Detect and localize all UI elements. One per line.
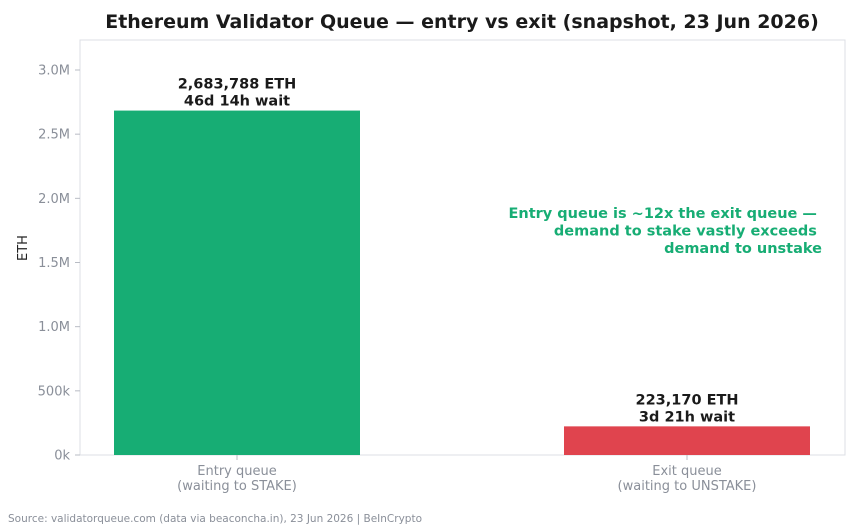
y-tick-label: 2.5M — [38, 128, 70, 143]
annotation: Entry queue is ~12x the exit queue — dem… — [508, 206, 822, 257]
annotation-line-3: demand to unstake — [664, 241, 822, 257]
y-tick-label: 3.0M — [38, 64, 70, 79]
y-tick-label: 1.0M — [38, 320, 70, 335]
x-tick-sublabel: (waiting to STAKE) — [177, 479, 297, 494]
data-label-value: 2,683,788 ETH — [178, 77, 297, 93]
annotation-line-2: demand to stake vastly exceeds — [554, 224, 817, 240]
chart-title: Ethereum Validator Queue — entry vs exit… — [105, 11, 819, 33]
y-tick-label: 500k — [38, 384, 71, 399]
source-note: Source: validatorqueue.com (data via bea… — [8, 513, 422, 525]
bar-entry-queue — [114, 110, 360, 456]
data-label-wait: 3d 21h wait — [639, 409, 735, 425]
x-axis: Entry queue(waiting to STAKE) Exit queue(… — [177, 455, 756, 494]
plot-area-frame — [79, 39, 846, 456]
data-label-wait: 46d 14h wait — [184, 94, 290, 110]
y-axis-label: ETH — [16, 235, 31, 261]
x-tick-label: Entry queue — [197, 464, 276, 479]
annotation-line-1: Entry queue is ~12x the exit queue — — [508, 206, 816, 222]
x-tick-sublabel: (waiting to UNSTAKE) — [618, 479, 757, 494]
y-tick-label: 1.5M — [38, 256, 70, 271]
y-tick-label: 0k — [54, 449, 70, 464]
x-tick-label: Exit queue — [652, 464, 721, 479]
data-label-value: 223,170 ETH — [635, 392, 738, 408]
bars-group — [114, 110, 810, 456]
y-axis: 0k 500k 1.0M 1.5M 2.0M 2.5M 3.0M — [38, 64, 80, 464]
bar-exit-queue — [564, 426, 810, 455]
y-tick-label: 2.0M — [38, 192, 70, 207]
